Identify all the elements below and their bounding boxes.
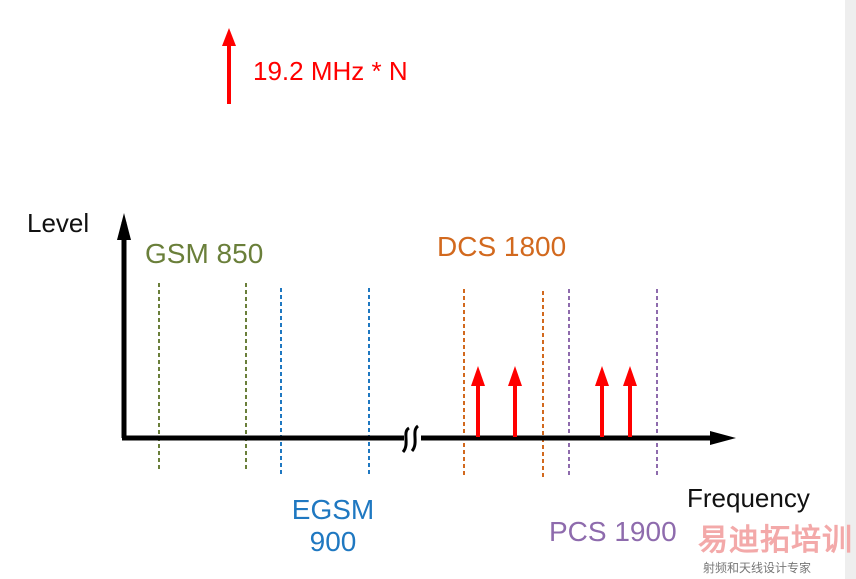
harmonic-arrow-pcs-1 [595,366,609,437]
legend-harmonic-arrow-head [222,28,236,46]
y-axis-label: Level [27,208,90,238]
x-axis-arrowhead [710,431,736,445]
axis-break-marker [401,424,420,453]
pcs1900-label: PCS 1900 [549,516,677,547]
dcs1800-label: DCS 1800 [437,231,567,262]
watermark-tagline: 射频和天线设计专家 [703,561,812,575]
harmonic-arrow-dcs-1 [471,366,485,437]
egsm900-label: EGSM 900 [291,494,375,558]
gsm850-label: GSM 850 [145,238,264,269]
watermark-brand: 易迪拓培训 [698,523,853,558]
harmonic-arrow-dcs-2 [508,366,522,437]
x-axis-label: Frequency [687,483,810,513]
scrollbar-track [845,0,856,579]
legend-label: 19.2 MHz * N [253,56,408,86]
y-axis-arrowhead [117,213,131,240]
harmonic-arrow-pcs-2 [623,366,637,437]
